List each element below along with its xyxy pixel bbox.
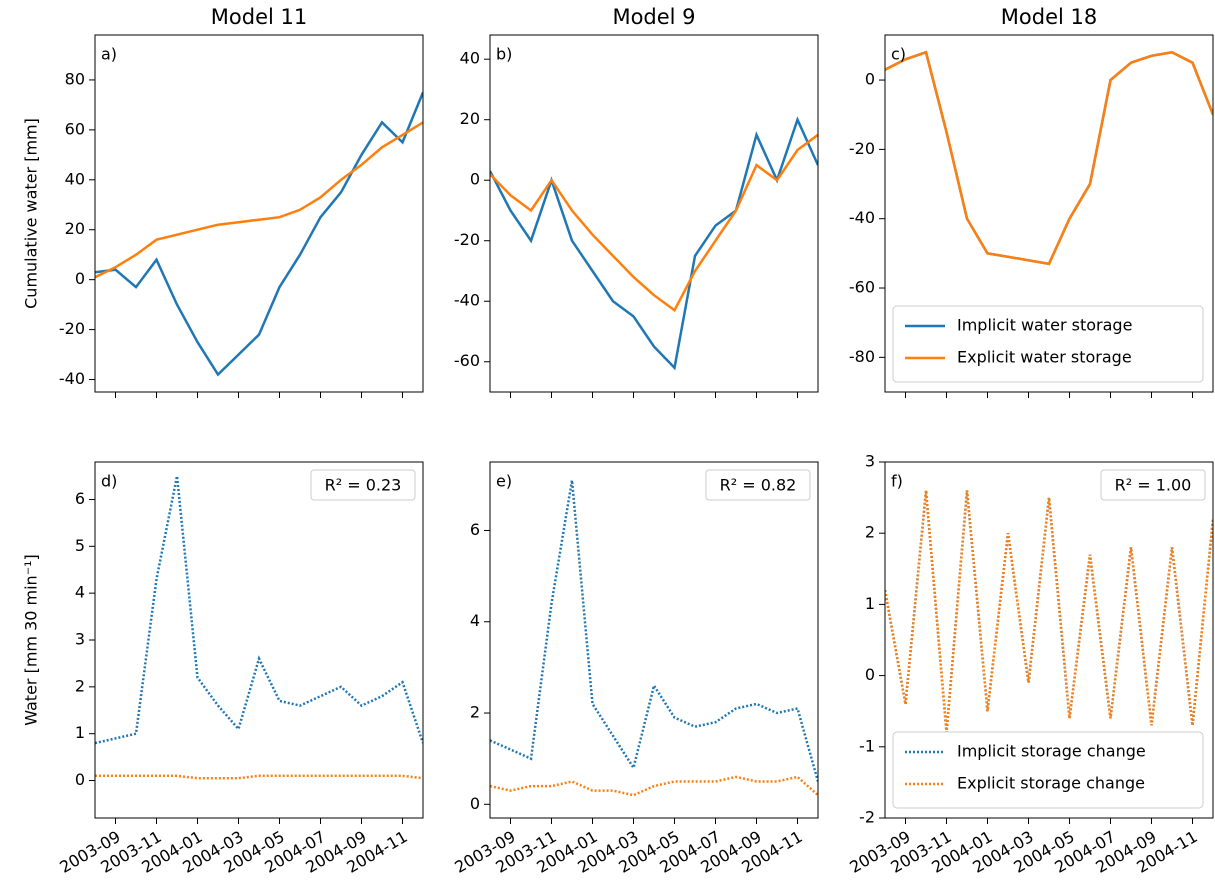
y-tick-label: 6 [470,520,480,539]
series-line [490,116,818,371]
y-tick-label: 2 [75,676,85,695]
y-tick-label: 40 [460,49,480,68]
annotation-box [705,469,811,501]
y-tick-label: 0 [865,665,875,684]
legend-label: Explicit water storage [957,348,1132,367]
panel-label: e) [496,472,512,491]
series-line [95,121,423,279]
y-tick-label: 4 [75,583,85,602]
y-tick-label: 5 [75,536,85,555]
plot-frame [884,461,1214,819]
panel-title: Model 11 [211,5,307,29]
plot-frame [94,461,424,819]
series-line [95,774,423,780]
annotation: R² = 0.82 [720,476,797,495]
y-tick-label: 2 [470,703,480,722]
annotation-box [1100,469,1206,501]
y-tick-label: 1 [865,594,875,613]
y-tick-label: -40 [454,291,480,310]
panel-label: c) [891,45,906,64]
panel-label: a) [101,45,117,64]
y-tick-label: -60 [849,278,875,297]
series-line [885,50,1213,266]
y-axis-label: Water [mm 30 min⁻¹] [22,554,41,726]
y-tick-label: 40 [65,169,85,188]
y-tick-label: 2 [865,523,875,542]
legend-label: Implicit storage change [957,742,1146,761]
series-line [490,775,818,797]
y-tick-label: 0 [75,269,85,288]
y-tick-label: 4 [470,611,480,630]
plot-frame [94,34,424,393]
annotation: R² = 0.23 [325,476,402,495]
series-line [885,490,1213,733]
y-tick-label: 80 [65,69,85,88]
y-tick-label: -80 [849,347,875,366]
annotation-box [310,469,416,501]
y-tick-label: 0 [470,794,480,813]
legend-box [892,731,1204,809]
series-line [95,91,423,377]
y-tick-label: 20 [65,219,85,238]
y-tick-label: 1 [75,723,85,742]
y-tick-label: -2 [859,808,875,827]
annotation: R² = 1.00 [1115,476,1192,495]
legend-label: Explicit storage change [957,774,1145,793]
panel-title: Model 18 [1001,5,1097,29]
panel-label: d) [101,472,117,491]
y-tick-label: -60 [454,351,480,370]
y-tick-label: 3 [75,630,85,649]
series-line [885,490,1213,733]
y-tick-label: 60 [65,119,85,138]
y-tick-label: -20 [454,230,480,249]
panel-title: Model 9 [612,5,695,29]
y-tick-label: 0 [75,770,85,789]
series-line [95,475,423,745]
y-tick-label: 6 [75,489,85,508]
y-tick-label: 0 [470,170,480,189]
y-tick-label: -40 [849,208,875,227]
plot-frame [489,461,819,819]
y-tick-label: 3 [865,452,875,471]
y-axis-label: Cumulative water [mm] [22,118,41,309]
plot-frame [884,34,1214,393]
series-line [490,133,818,313]
panel-label: f) [891,472,903,491]
plot-frame [489,34,819,393]
y-tick-label: 20 [460,109,480,128]
y-tick-label: -20 [849,139,875,158]
y-tick-label: 0 [865,70,875,89]
y-tick-label: -40 [59,369,85,388]
legend-label: Implicit water storage [957,316,1132,335]
y-tick-label: -1 [859,736,875,755]
panel-label: b) [496,45,512,64]
series-line [490,480,818,782]
y-tick-label: -20 [59,319,85,338]
legend-box [892,305,1204,383]
